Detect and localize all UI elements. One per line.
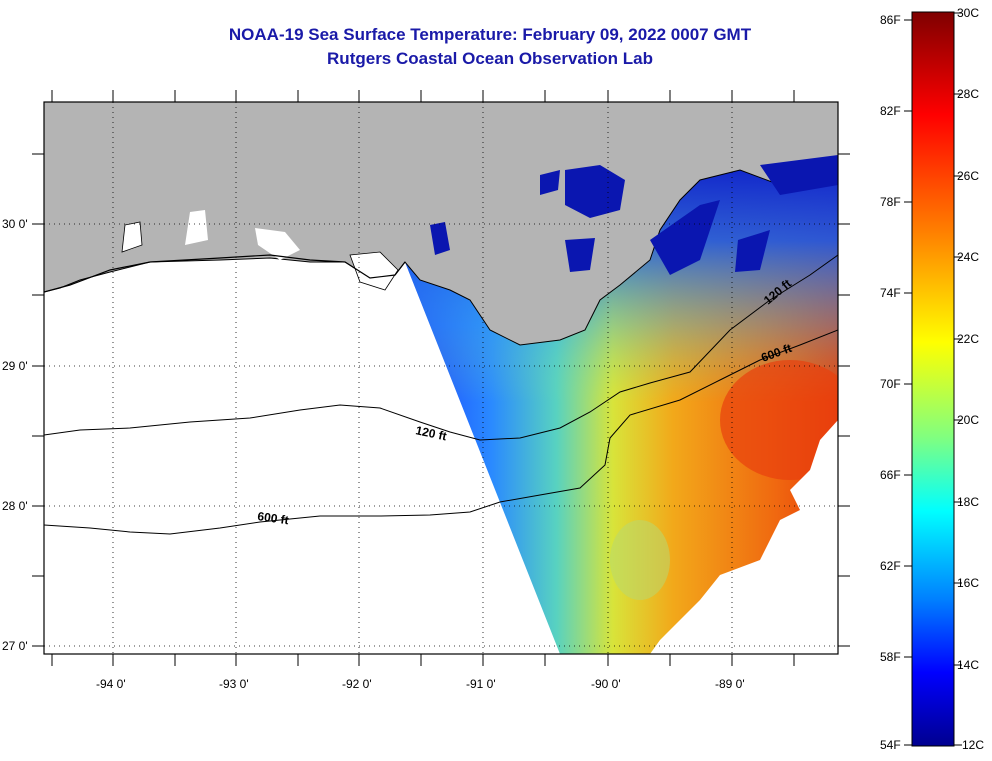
lake xyxy=(185,210,208,245)
cold-estuary xyxy=(430,155,838,275)
colorbar-f-label: 82F xyxy=(880,104,901,118)
colorbar-c-label: 26C xyxy=(957,169,979,183)
lake xyxy=(255,228,300,260)
contour-label: 120 ft xyxy=(414,423,448,443)
colorbar-f-label: 78F xyxy=(880,195,901,209)
colorbar-c-label: 14C xyxy=(957,658,979,672)
colorbar-f-label: 58F xyxy=(880,650,901,664)
graticule xyxy=(44,102,838,654)
lon-label: -91 0' xyxy=(466,677,496,691)
colorbar-f-label: 70F xyxy=(880,377,901,391)
lon-label: -93 0' xyxy=(219,677,249,691)
cloud-mask xyxy=(650,420,838,654)
warm-core xyxy=(720,360,838,480)
map-border xyxy=(43,101,839,655)
colorbar-f-label: 74F xyxy=(880,286,901,300)
coastline xyxy=(44,254,406,293)
lon-label: -90 0' xyxy=(591,677,621,691)
colorbar-f-label: 86F xyxy=(880,13,901,27)
lon-label: -92 0' xyxy=(342,677,372,691)
lake xyxy=(349,251,399,291)
lat-label: 30 0' xyxy=(2,217,28,231)
contour-label: 600 ft xyxy=(257,509,290,527)
map-title: NOAA-19 Sea Surface Temperature: Februar… xyxy=(228,25,752,44)
colorbar-ticks xyxy=(904,12,962,746)
cool-filament xyxy=(610,520,670,600)
colorbar-c-label: 24C xyxy=(957,250,979,264)
colorbar xyxy=(911,11,955,747)
colorbar-c-label: 28C xyxy=(957,87,979,101)
lon-label: -89 0' xyxy=(715,677,745,691)
lon-label: -94 0' xyxy=(96,677,126,691)
map-subtitle: Rutgers Coastal Ocean Observation Lab xyxy=(327,49,653,68)
colorbar-f-label: 66F xyxy=(880,468,901,482)
colorbar-c-label: 20C xyxy=(957,413,979,427)
colorbar-c-label: 30C xyxy=(957,6,979,20)
colorbar-f-label: 54F xyxy=(880,738,901,752)
colorbar-c-label: 12C xyxy=(962,738,984,752)
lat-label: 29 0' xyxy=(2,359,28,373)
colorbar-c-label: 18C xyxy=(957,495,979,509)
contour-600ft xyxy=(44,329,838,535)
lake xyxy=(121,221,143,253)
colorbar-f-label: 62F xyxy=(880,559,901,573)
colorbar-c-label: 16C xyxy=(957,576,979,590)
colorbar-c-label: 22C xyxy=(957,332,979,346)
lat-label: 27 0' xyxy=(2,639,28,653)
axis-ticks xyxy=(32,90,850,666)
lat-label: 28 0' xyxy=(2,499,28,513)
contour-120ft xyxy=(44,254,838,441)
